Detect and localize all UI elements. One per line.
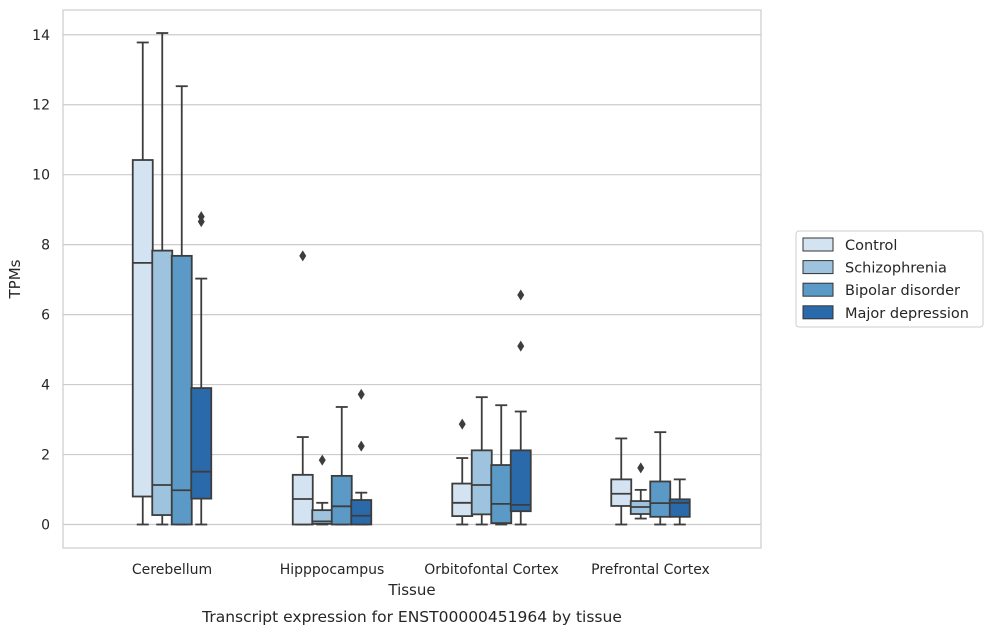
box-iqr [190, 387, 213, 500]
box-bipolar-disorder [330, 406, 353, 526]
outlier-point [637, 462, 645, 474]
legend-swatch [802, 282, 834, 297]
x-tick-label: Cerebellum [132, 562, 212, 578]
box-iqr [131, 159, 154, 498]
box-schizophrenia [311, 454, 334, 526]
x-axis-label: Tissue [387, 581, 435, 599]
box-bipolar-disorder [170, 85, 193, 526]
legend-label: Bipolar disorder [845, 283, 960, 299]
box-control [451, 418, 474, 526]
box-control [291, 250, 314, 526]
outlier-point [197, 211, 205, 223]
x-tick-label: Prefrontal Cortex [591, 562, 710, 578]
box-iqr [509, 449, 532, 513]
legend-label: Schizophrenia [845, 261, 947, 277]
outlier-point [357, 388, 365, 400]
y-tick-label: 14 [32, 28, 50, 44]
box-iqr [151, 249, 174, 516]
outlier-point [517, 289, 525, 301]
box-schizophrenia [629, 462, 652, 520]
box-iqr [649, 480, 672, 518]
outlier-point [517, 340, 525, 352]
outlier-point [299, 250, 307, 262]
box-control [610, 437, 633, 526]
x-tick-labels: Cerebellum Hipppocampus Orbitofontal Corte… [132, 562, 710, 578]
box-iqr [330, 474, 353, 526]
y-tick-label: 2 [41, 448, 50, 464]
boxes [131, 32, 691, 526]
legend-frame [795, 230, 984, 328]
box-iqr [490, 464, 513, 525]
outlier-point [357, 440, 365, 452]
box-major-depression [509, 289, 532, 526]
legend-swatch [802, 305, 834, 320]
box-major-depression [190, 211, 213, 526]
box-iqr [350, 499, 373, 526]
y-tick-label: 0 [41, 518, 50, 534]
legend-label: Control [845, 238, 897, 254]
box-iqr [610, 478, 633, 507]
legend-swatch [802, 237, 834, 252]
box-schizophrenia [470, 396, 493, 526]
y-tick-labels: 0 2 4 6 8 10 12 14 [32, 28, 50, 534]
y-tick-label: 4 [41, 378, 50, 394]
box-major-depression [668, 478, 691, 526]
legend-label: Major depression [845, 306, 969, 322]
box-schizophrenia [151, 32, 174, 526]
box-major-depression [350, 388, 373, 526]
box-bipolar-disorder [490, 404, 513, 526]
box-iqr [470, 449, 493, 516]
y-tick-label: 8 [41, 238, 50, 254]
legend: Control Schizophrenia Bipolar disorder Majo… [795, 230, 984, 328]
x-tick-label: Hipppocampus [280, 562, 385, 578]
outlier-point [318, 454, 326, 466]
x-tick-label: Orbitofontal Cortex [424, 562, 559, 578]
legend-swatch [802, 260, 834, 275]
y-tick-label: 12 [32, 98, 50, 114]
box-control [131, 41, 154, 526]
y-tick-label: 6 [41, 308, 50, 324]
plot-frame [62, 9, 762, 549]
box-bipolar-disorder [649, 431, 672, 526]
outlier-point [458, 418, 466, 430]
y-axis-label: TPMs [6, 259, 24, 299]
chart-title: Transcript expression for ENST0000045196… [201, 608, 622, 626]
box-iqr [451, 482, 474, 518]
y-tick-label: 10 [32, 168, 50, 184]
box-iqr [170, 254, 193, 526]
